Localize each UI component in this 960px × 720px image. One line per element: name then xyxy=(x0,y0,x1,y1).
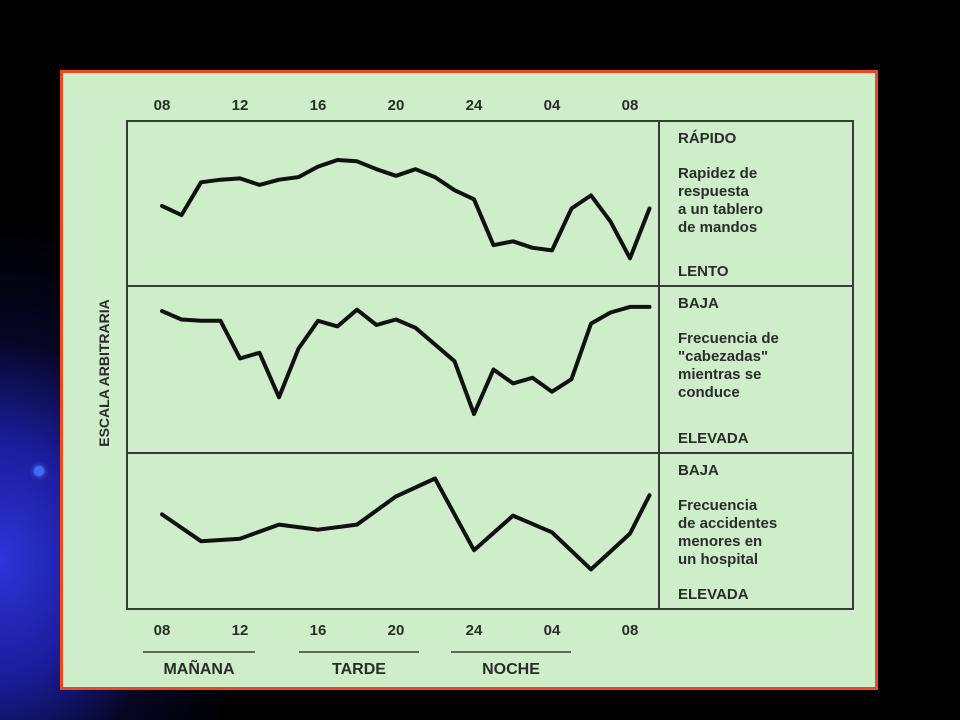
x-tick-label-bottom: 16 xyxy=(310,622,327,639)
period-label: MAÑANA xyxy=(163,658,235,678)
series-line-panel-1 xyxy=(160,158,652,261)
x-tick-label-top: 12 xyxy=(232,97,249,114)
series-lines xyxy=(160,158,652,572)
x-tick-label-bottom: 08 xyxy=(622,622,639,639)
x-tick-label-bottom: 08 xyxy=(154,622,171,639)
x-tick-label-bottom: 24 xyxy=(466,622,483,639)
panel-description-line: menores en xyxy=(678,533,762,550)
panel-description-line: a un tablero xyxy=(678,201,763,218)
panel-top-label: BAJA xyxy=(678,462,719,479)
x-tick-label-top: 08 xyxy=(154,97,171,114)
period-labels: MAÑANA TARDE NOCHE xyxy=(143,651,571,678)
panel-top-label: BAJA xyxy=(678,295,719,312)
x-tick-label-bottom: 12 xyxy=(232,622,249,639)
chart-panel: 08 12 16 20 24 04 08 08 12 16 20 24 04 08 RÁPIDO Rapi… xyxy=(60,70,878,690)
x-tick-label-top: 20 xyxy=(388,97,405,114)
x-tick-label-bottom: 20 xyxy=(388,622,405,639)
panel-bottom-label: LENTO xyxy=(678,263,729,280)
series-line-panel-3 xyxy=(160,476,652,572)
panel-top-label: RÁPIDO xyxy=(678,130,737,147)
x-tick-label-top: 04 xyxy=(544,97,561,114)
x-tick-labels-bottom: 08 12 16 20 24 04 08 xyxy=(154,622,639,639)
x-tick-labels-top: 08 12 16 20 24 04 08 xyxy=(154,97,639,114)
x-tick-label-bottom: 04 xyxy=(544,622,561,639)
panel-description-line: conduce xyxy=(678,384,740,401)
panel-description-line: un hospital xyxy=(678,551,758,568)
panel-description-line: de mandos xyxy=(678,219,757,236)
period-label: NOCHE xyxy=(482,661,540,678)
panel-description-line: de accidentes xyxy=(678,515,777,532)
slide-bullet-dot xyxy=(34,466,44,476)
x-tick-label-top: 16 xyxy=(310,97,327,114)
period-label: TARDE xyxy=(332,661,386,678)
panel-description-line: Frecuencia de xyxy=(678,330,779,347)
chart-outer-border xyxy=(126,120,854,610)
y-axis-label: ESCALA ARBITRARIA xyxy=(96,299,112,447)
panel-description-line: mientras se xyxy=(678,366,761,383)
chart-frame xyxy=(126,120,854,610)
chart-svg: 08 12 16 20 24 04 08 08 12 16 20 24 04 08 RÁPIDO Rapi… xyxy=(96,97,854,678)
x-tick-label-top: 08 xyxy=(622,97,639,114)
panel-description-line: Rapidez de xyxy=(678,165,757,182)
panel-bottom-label: ELEVADA xyxy=(678,430,749,447)
panel-description-line: "cabezadas" xyxy=(678,348,768,365)
series-line-panel-2 xyxy=(160,304,652,416)
x-tick-label-top: 24 xyxy=(466,97,483,114)
panel-description-line: respuesta xyxy=(678,183,750,200)
panel-description-line: Frecuencia xyxy=(678,497,758,514)
panel-bottom-label: ELEVADA xyxy=(678,586,749,603)
